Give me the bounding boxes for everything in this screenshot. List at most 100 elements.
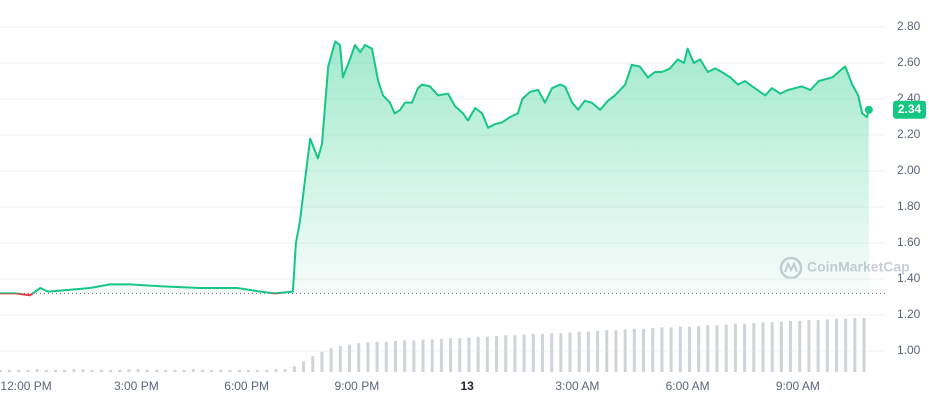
volume-bar — [210, 369, 214, 372]
volume-bar — [283, 369, 287, 372]
last-point — [864, 105, 873, 114]
y-tick-label: 2.80 — [897, 19, 921, 33]
volume-bar — [26, 369, 30, 372]
volume-bar — [586, 331, 590, 372]
volume-bar — [513, 335, 517, 372]
volume-bar — [669, 327, 673, 372]
volume-bar — [789, 320, 793, 372]
volume-bar — [706, 325, 710, 372]
volume-bar — [145, 369, 149, 372]
y-tick-label: 2.20 — [897, 127, 921, 141]
price-area — [0, 41, 869, 296]
volume-bar — [816, 320, 820, 372]
volume-bar — [485, 336, 489, 372]
x-tick-label: 9:00 AM — [776, 379, 820, 393]
volume-bar — [127, 369, 131, 372]
volume-bar — [504, 335, 508, 372]
volume-bar — [715, 325, 719, 372]
volume-bar — [292, 366, 296, 372]
x-tick-label: 6:00 AM — [666, 379, 710, 393]
volume-bar — [825, 319, 829, 372]
volume-bar — [476, 336, 480, 372]
volume-bar — [421, 339, 425, 372]
volume-bar — [853, 318, 857, 372]
volume-bar — [779, 321, 783, 372]
volume-bar — [63, 369, 67, 372]
volume-bar — [403, 340, 407, 372]
y-tick-label: 1.80 — [897, 199, 921, 213]
volume-bar — [439, 338, 443, 372]
volume-bar — [375, 341, 379, 372]
volume-bar — [17, 369, 21, 372]
volume-bar — [109, 369, 113, 372]
price-tag — [893, 100, 926, 119]
volume-bar — [99, 369, 103, 372]
volume-bar — [531, 333, 535, 372]
volume-bar — [495, 336, 499, 372]
x-tick-label: 6:00 PM — [224, 379, 269, 393]
x-tick-label: 12:00 PM — [0, 379, 51, 393]
volume-bar — [164, 369, 168, 372]
volume-bar — [136, 369, 140, 372]
volume-bar — [559, 333, 563, 372]
volume-bar — [642, 328, 646, 372]
volume-bar — [302, 361, 306, 372]
volume-bar — [338, 346, 342, 372]
volume-bar — [550, 333, 554, 372]
volume-bar — [678, 326, 682, 372]
volume-bar — [173, 369, 177, 372]
volume-bar — [366, 342, 370, 372]
volume-bar — [237, 369, 241, 372]
y-tick-label: 2.60 — [897, 55, 921, 69]
volume-bar — [329, 348, 333, 372]
volume-bar — [348, 344, 352, 372]
volume-bar — [798, 320, 802, 372]
y-tick-label: 1.60 — [897, 235, 921, 249]
price-tag-label: 2.34 — [898, 102, 922, 116]
volume-bar — [274, 369, 278, 372]
volume-bar — [311, 356, 315, 372]
volume-bar — [770, 322, 774, 372]
volume-bar — [228, 369, 232, 372]
y-tick-label: 2.00 — [897, 163, 921, 177]
volume-bar — [8, 369, 12, 372]
volume-bar — [623, 329, 627, 372]
volume-bar — [605, 330, 609, 372]
volume-bar — [458, 338, 462, 372]
x-tick-label: 3:00 PM — [114, 379, 159, 393]
volume-bar — [412, 340, 416, 372]
volume-bar — [44, 369, 48, 372]
volume-bar — [256, 369, 260, 372]
volume-bar — [393, 341, 397, 372]
volume-bar — [0, 369, 2, 372]
volume-bar — [155, 369, 159, 372]
volume-bar — [320, 351, 324, 372]
volume-bar — [72, 369, 76, 372]
volume-bar — [522, 334, 526, 372]
volume-bar — [660, 327, 664, 372]
volume-bar — [807, 320, 811, 372]
x-tick-label: 3:00 AM — [555, 379, 599, 393]
volume-bar — [687, 326, 691, 372]
volume-bar — [430, 339, 434, 372]
volume-bar — [35, 369, 39, 372]
x-tick-label: 13 — [460, 379, 474, 393]
y-tick-label: 1.40 — [897, 271, 921, 285]
volume-bar — [614, 330, 618, 372]
volume-bar — [265, 369, 269, 372]
volume-bar — [182, 369, 186, 372]
volume-bar — [53, 369, 57, 372]
volume-bar — [118, 369, 122, 372]
volume-bar — [577, 331, 581, 372]
volume-bar — [384, 341, 388, 372]
volume-bar — [862, 318, 866, 372]
volume-bar — [733, 323, 737, 372]
volume-bar — [596, 330, 600, 372]
y-tick-label: 1.20 — [897, 307, 921, 321]
volume-bar — [246, 369, 250, 372]
volume-bar — [632, 328, 636, 372]
volume-bar — [90, 369, 94, 372]
volume-bar — [540, 333, 544, 372]
price-line — [0, 40, 870, 297]
volume-bar — [201, 369, 205, 372]
